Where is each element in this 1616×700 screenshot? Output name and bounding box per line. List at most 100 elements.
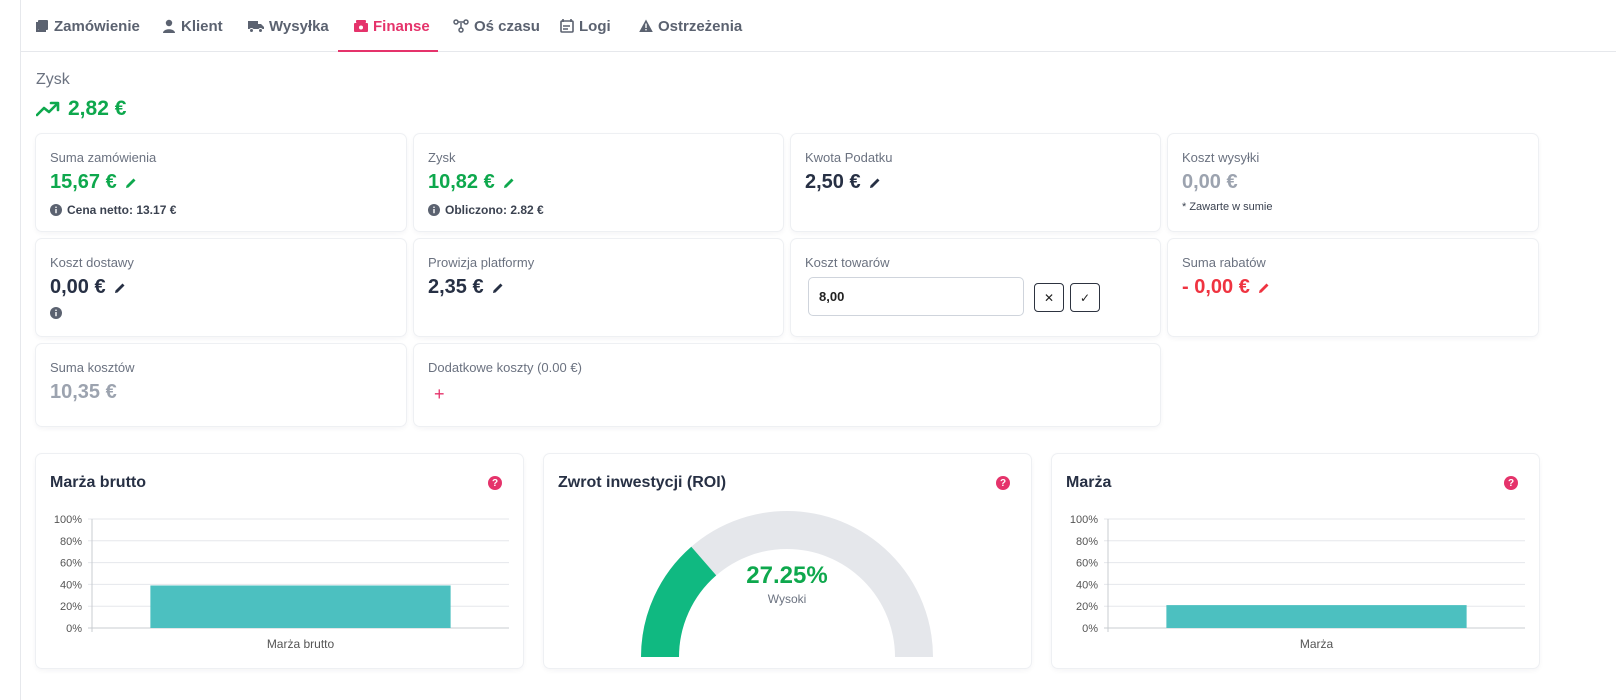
bar — [150, 585, 451, 628]
edit-pencil-icon[interactable] — [1258, 282, 1270, 294]
chart-title: Marża — [1066, 474, 1112, 491]
order-total-note: Cena netto: 13.17 € — [50, 203, 176, 217]
gross-margin-chart: 0% 20% 40% 60% 80% 100% Marża brutto — [54, 514, 509, 651]
tab-finance[interactable]: Finanse — [354, 0, 430, 52]
y-tick-label: 100% — [54, 514, 82, 526]
trend-up-icon — [36, 101, 60, 117]
y-tick-label: 0% — [66, 623, 82, 635]
edit-pencil-icon[interactable] — [503, 177, 515, 189]
delivery-cost-amount: 0,00 € — [50, 276, 106, 298]
profit-summary-label: Zysk — [36, 71, 70, 88]
user-icon — [163, 19, 175, 33]
tab-label: Klient — [181, 17, 223, 35]
shipping-cost-label: Koszt wysyłki — [1182, 150, 1260, 165]
add-extra-cost-button[interactable]: + — [434, 384, 445, 404]
platform-fee-card: Prowizja platformy 2,35 € — [414, 239, 783, 336]
tab-client[interactable]: Klient — [162, 0, 223, 52]
gross-margin-chart-card: Marża brutto ? 0% 20% 40% 60% 80% 100% Marża b… — [36, 454, 523, 668]
tab-label: Finanse — [373, 17, 430, 35]
platform-fee-label: Prowizja platformy — [428, 255, 535, 270]
help-icon[interactable]: ? — [1504, 476, 1518, 490]
edit-pencil-icon[interactable] — [125, 177, 137, 189]
shipping-cost-amount: 0,00 € — [1182, 171, 1238, 193]
calculated-profit-text: Obliczono: 2.82 € — [445, 203, 544, 217]
gauge-value-arc — [641, 546, 717, 658]
tab-label: Zamówienie — [54, 17, 140, 35]
log-icon — [560, 19, 574, 33]
edit-pencil-icon[interactable] — [869, 177, 881, 189]
shipping-cost-note: * Zawarte w sumie — [1182, 201, 1273, 213]
profit-label: Zysk — [428, 150, 456, 165]
total-costs-amount: 10,35 € — [50, 381, 117, 403]
info-icon[interactable] — [50, 307, 62, 319]
delivery-cost-card: Koszt dostawy 0,00 € — [36, 239, 406, 336]
order-icon — [36, 20, 48, 32]
tab-timeline[interactable]: Oś czasu — [453, 0, 540, 52]
platform-fee-amount: 2,35 € — [428, 276, 484, 298]
cancel-edit-button[interactable]: ✕ — [1034, 283, 1064, 312]
bar — [1166, 605, 1467, 628]
tab-label: Ostrzeżenia — [658, 17, 743, 35]
discounts-card: Suma rabatów - 0,00 € — [1168, 239, 1538, 336]
profit-value: 10,82 € — [428, 171, 515, 194]
y-tick-label: 40% — [1076, 579, 1098, 591]
total-costs-label: Suma kosztów — [50, 360, 135, 375]
wallet-icon — [354, 20, 368, 32]
tab-label: Logi — [579, 17, 611, 35]
y-tick-label: 80% — [1076, 536, 1098, 548]
confirm-edit-button[interactable]: ✓ — [1070, 283, 1100, 312]
profit-card: Zysk 10,82 € Obliczono: 2.82 € — [414, 134, 783, 231]
active-tab-indicator — [338, 50, 438, 52]
total-costs-card: Suma kosztów 10,35 € — [36, 344, 406, 426]
info-icon — [428, 204, 440, 216]
truck-icon — [248, 21, 264, 33]
order-total-value: 15,67 € — [50, 171, 137, 194]
chart-title: Marża brutto — [50, 474, 146, 491]
tax-value: 2,50 € — [805, 171, 881, 194]
profit-amount: 10,82 € — [428, 171, 495, 193]
y-tick-label: 20% — [60, 601, 82, 613]
warning-icon — [639, 19, 653, 32]
delivery-cost-note — [50, 307, 62, 319]
edit-pencil-icon[interactable] — [492, 282, 504, 294]
goods-cost-label: Koszt towarów — [805, 255, 890, 270]
timeline-icon — [453, 19, 469, 33]
edit-pencil-icon[interactable] — [114, 282, 126, 294]
discounts-value: - 0,00 € — [1182, 276, 1270, 299]
delivery-cost-label: Koszt dostawy — [50, 255, 134, 270]
tax-amount: 2,50 € — [805, 171, 861, 193]
tax-label: Kwota Podatku — [805, 150, 893, 165]
tab-warnings[interactable]: Ostrzeżenia — [639, 0, 742, 52]
platform-fee-value: 2,35 € — [428, 276, 504, 299]
info-icon — [50, 204, 62, 216]
y-tick-label: 60% — [60, 558, 82, 570]
profit-summary-amount: 2,82 € — [68, 97, 127, 120]
shipping-cost-card: Koszt wysyłki 0,00 € * Zawarte w sumie — [1168, 134, 1538, 231]
tax-card: Kwota Podatku 2,50 € — [791, 134, 1160, 231]
y-tick-label: 0% — [1082, 623, 1098, 635]
roi-chart-card: Zwrot inwestycji (ROI) ? 27.25% Wysoki — [544, 454, 1031, 668]
x-tick-label: Marża brutto — [267, 637, 335, 651]
x-tick-label: Marża — [1300, 637, 1334, 651]
goods-cost-input[interactable] — [808, 277, 1024, 316]
roi-gauge: 27.25% Wysoki — [641, 511, 933, 658]
tab-order[interactable]: Zamówienie — [35, 0, 140, 52]
tab-shipping[interactable]: Wysyłka — [248, 0, 329, 52]
profit-note: Obliczono: 2.82 € — [428, 203, 544, 217]
y-tick-label: 40% — [60, 579, 82, 591]
y-tick-label: 80% — [60, 536, 82, 548]
discounts-label: Suma rabatów — [1182, 255, 1266, 270]
tab-bar: Zamówienie Klient Wysyłka Finanse Oś cza… — [20, 0, 1616, 52]
tab-logs[interactable]: Logi — [560, 0, 611, 52]
extra-costs-card: Dodatkowe koszty (0.00 €) + — [414, 344, 1160, 426]
chart-title: Zwrot inwestycji (ROI) — [558, 474, 727, 491]
help-icon[interactable]: ? — [488, 476, 502, 490]
y-tick-label: 60% — [1076, 558, 1098, 570]
gauge-value-label: 27.25% — [746, 562, 827, 589]
order-total-label: Suma zamówienia — [50, 150, 157, 165]
help-icon[interactable]: ? — [996, 476, 1010, 490]
y-tick-label: 100% — [1070, 514, 1098, 526]
profit-summary-value: 2,82 € — [36, 97, 126, 121]
net-price-text: Cena netto: 13.17 € — [67, 203, 177, 217]
goods-cost-card: Koszt towarów ✕ ✓ — [791, 239, 1160, 336]
